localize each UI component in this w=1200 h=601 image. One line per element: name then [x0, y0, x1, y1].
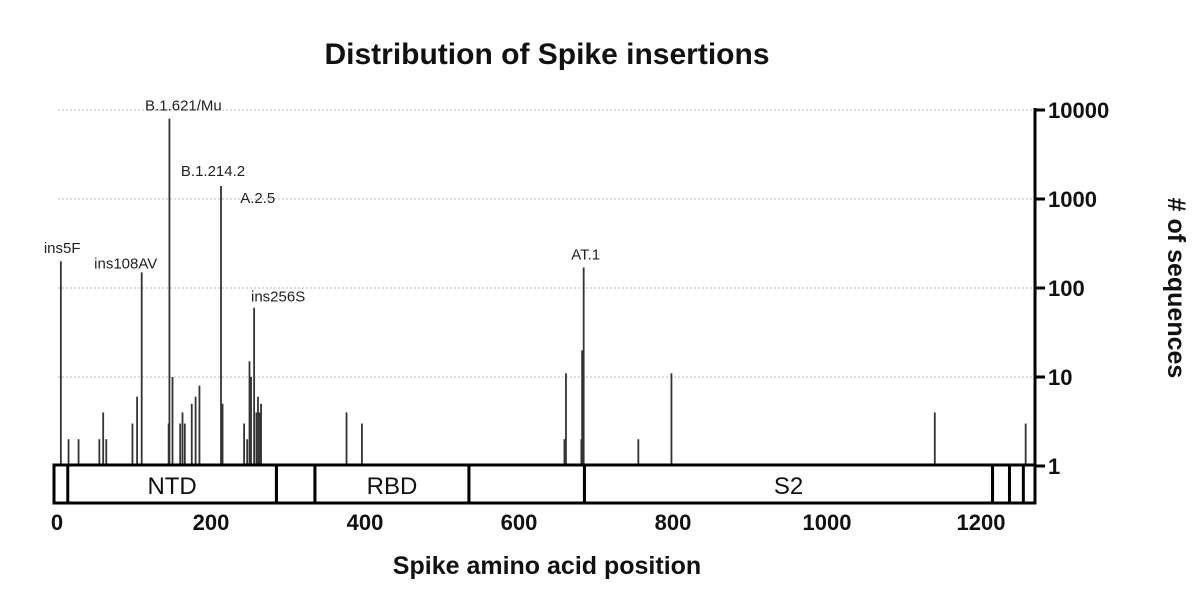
- y-axis: 1 10 100 1000 10000: [1033, 98, 1109, 479]
- x-tick-label-800: 800: [655, 510, 692, 535]
- domain-map: NTD RBD S2: [52, 463, 1037, 505]
- x-tick-label-400: 400: [347, 510, 384, 535]
- annotation-0: ins5F: [44, 240, 81, 257]
- x-tick-label-0: 0: [51, 510, 63, 535]
- x-axis: 0 200 400 600 800 1000 1200: [51, 510, 1006, 535]
- y-tick-label-10: 10: [1048, 365, 1072, 390]
- annotation-3: B.1.214.2: [181, 163, 245, 180]
- annotation-5: ins256S: [251, 289, 305, 306]
- domain-label-2: RBD: [367, 473, 418, 500]
- domain-box-1: [274, 463, 317, 505]
- insertion-bars: [59, 118, 1027, 466]
- annotation-6: AT.1: [571, 246, 600, 263]
- y-tick-label-1: 1: [1048, 454, 1060, 479]
- annotation-2: B.1.621/Mu: [145, 98, 222, 115]
- annotation-1: ins108AV: [94, 255, 157, 272]
- domain-box-5: [991, 463, 1011, 505]
- y-tick-label-1000: 1000: [1048, 187, 1097, 212]
- x-tick-label-200: 200: [193, 510, 230, 535]
- x-axis-label: Spike amino acid position: [393, 552, 701, 580]
- y-gridlines: [58, 109, 1035, 378]
- domain-box-6: [1007, 463, 1025, 505]
- domain-label-4: S2: [774, 473, 803, 500]
- x-tick-label-600: 600: [501, 510, 538, 535]
- x-tick-label-1000: 1000: [803, 510, 852, 535]
- y-axis-label: # of sequences: [1162, 198, 1190, 379]
- y-tick-label-10000: 10000: [1048, 98, 1109, 123]
- annotation-4: A.2.5: [240, 190, 275, 207]
- domain-box-4: [582, 463, 995, 505]
- annotations: ins5F ins108AV B.1.621/Mu B.1.214.2 A.2.5 ins…: [44, 98, 600, 306]
- domain-box-3: [467, 463, 586, 505]
- chart-title: Distribution of Spike insertions: [324, 38, 769, 71]
- x-tick-label-1200: 1200: [957, 510, 1006, 535]
- y-tick-label-100: 100: [1048, 276, 1085, 301]
- domain-box-0: [66, 463, 278, 505]
- domain-label-0: NTD: [147, 473, 196, 500]
